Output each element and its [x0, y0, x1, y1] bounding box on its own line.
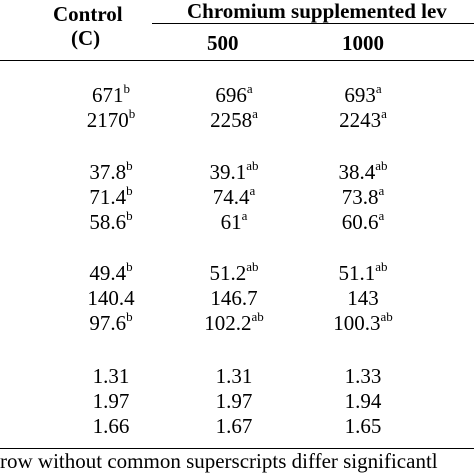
cell-value: 1.97: [215, 389, 253, 413]
cell-value: 58.6: [89, 210, 127, 234]
table-cell-cr500: 51.2ab: [174, 260, 294, 285]
cell-superscript: b: [126, 309, 133, 324]
table-bottom-rule: [0, 448, 474, 449]
cell-value: 51.1: [338, 261, 376, 285]
level-header-500: 500: [207, 31, 239, 55]
table-cell-cr500: 39.1ab: [174, 159, 294, 184]
cell-value: 39.1: [209, 160, 247, 184]
cell-value: 60.6: [341, 210, 379, 234]
table-cell-control: 2170b: [51, 107, 171, 132]
table-cell-control: 1.97: [51, 391, 171, 412]
cell-value: 1.33: [344, 364, 382, 388]
cell-value: 1.67: [215, 414, 253, 438]
cell-superscript: ab: [251, 309, 264, 324]
table-cell-control: 71.4b: [51, 184, 171, 209]
cell-superscript: ab: [380, 309, 393, 324]
cell-value: 37.8: [89, 160, 127, 184]
table-cell-cr500: 74.4a: [174, 184, 294, 209]
cell-superscript: ab: [375, 259, 388, 274]
table-cell-control: 1.31: [51, 366, 171, 387]
cell-superscript: ab: [246, 158, 259, 173]
cell-superscript: ab: [375, 158, 388, 173]
table-cell-cr500: 1.67: [174, 416, 294, 437]
table-cell-cr500: 61a: [174, 209, 294, 234]
cell-superscript: a: [375, 81, 382, 96]
cell-value: 49.4: [89, 261, 127, 285]
table-cell-control: 671b: [51, 82, 171, 107]
cell-value: 61: [220, 210, 242, 234]
cell-superscript: ab: [246, 259, 259, 274]
control-header-abbrev: (C): [71, 26, 101, 50]
table-cell-control: 140.4: [51, 288, 171, 309]
cell-value: 73.8: [341, 185, 379, 209]
table-cell-cr500: 102.2ab: [174, 310, 294, 335]
cell-value: 2243: [339, 108, 382, 132]
cell-superscript: a: [252, 106, 258, 121]
table-cell-cr500: 2258a: [174, 107, 294, 132]
cell-value: 100.3: [333, 311, 381, 335]
cell-value: 143: [347, 286, 379, 310]
cell-value: 102.2: [204, 311, 252, 335]
cell-value: 1.97: [92, 389, 130, 413]
cell-superscript: a: [378, 208, 385, 223]
cell-superscript: b: [126, 158, 133, 173]
cell-value: 146.7: [210, 286, 258, 310]
footnote: row without common superscripts differ s…: [0, 449, 438, 473]
table-cell-cr1000: 143: [303, 288, 423, 309]
cell-superscript: b: [123, 81, 131, 96]
table-cell-cr1000: 693a: [303, 82, 423, 107]
cell-value: 97.6: [89, 311, 127, 335]
table-cell-cr1000: 51.1ab: [303, 260, 423, 285]
cell-value: 693: [344, 83, 376, 107]
table-cell-cr500: 1.97: [174, 391, 294, 412]
cell-superscript: b: [126, 208, 133, 223]
table-cell-cr500: 146.7: [174, 288, 294, 309]
table-cell-cr1000: 100.3ab: [303, 310, 423, 335]
table-cell-cr1000: 1.33: [303, 366, 423, 387]
cell-superscript: a: [378, 183, 385, 198]
group-header-rule: [152, 23, 474, 24]
cell-value: 696: [215, 83, 247, 107]
cell-value: 74.4: [212, 185, 250, 209]
table-cell-cr1000: 73.8a: [303, 184, 423, 209]
cell-superscript: b: [128, 106, 136, 121]
chromium-group-header: Chromium supplemented lev: [187, 0, 447, 23]
table-cell-cr500: 1.31: [174, 366, 294, 387]
cell-superscript: a: [241, 208, 248, 223]
cell-value: 38.4: [338, 160, 376, 184]
control-header-label: Control: [53, 2, 123, 26]
cell-superscript: a: [249, 183, 256, 198]
table-cell-control: 1.66: [51, 416, 171, 437]
cell-value: 671: [92, 83, 124, 107]
cell-value: 2170: [86, 108, 129, 132]
table-cell-control: 58.6b: [51, 209, 171, 234]
cell-value: 51.2: [209, 261, 247, 285]
table-cell-control: 37.8b: [51, 159, 171, 184]
cell-value: 1.65: [344, 414, 382, 438]
cell-superscript: a: [246, 81, 253, 96]
cell-value: 71.4: [89, 185, 127, 209]
table-cell-cr1000: 60.6a: [303, 209, 423, 234]
table-cell-control: 49.4b: [51, 260, 171, 285]
header-bottom-rule: [0, 60, 474, 61]
cell-superscript: b: [126, 259, 133, 274]
cell-value: 140.4: [87, 286, 135, 310]
cell-value: 1.66: [92, 414, 130, 438]
table-cell-control: 97.6b: [51, 310, 171, 335]
cell-superscript: a: [381, 106, 387, 121]
cell-superscript: b: [126, 183, 133, 198]
level-header-1000: 1000: [342, 31, 384, 55]
table-cell-cr1000: 38.4ab: [303, 159, 423, 184]
cell-value: 2258: [210, 108, 253, 132]
cell-value: 1.31: [92, 364, 130, 388]
table-cell-cr1000: 1.65: [303, 416, 423, 437]
table-cell-cr1000: 1.94: [303, 391, 423, 412]
table-cell-cr500: 696a: [174, 82, 294, 107]
cell-value: 1.94: [344, 389, 382, 413]
cell-value: 1.31: [215, 364, 253, 388]
table-cell-cr1000: 2243a: [303, 107, 423, 132]
